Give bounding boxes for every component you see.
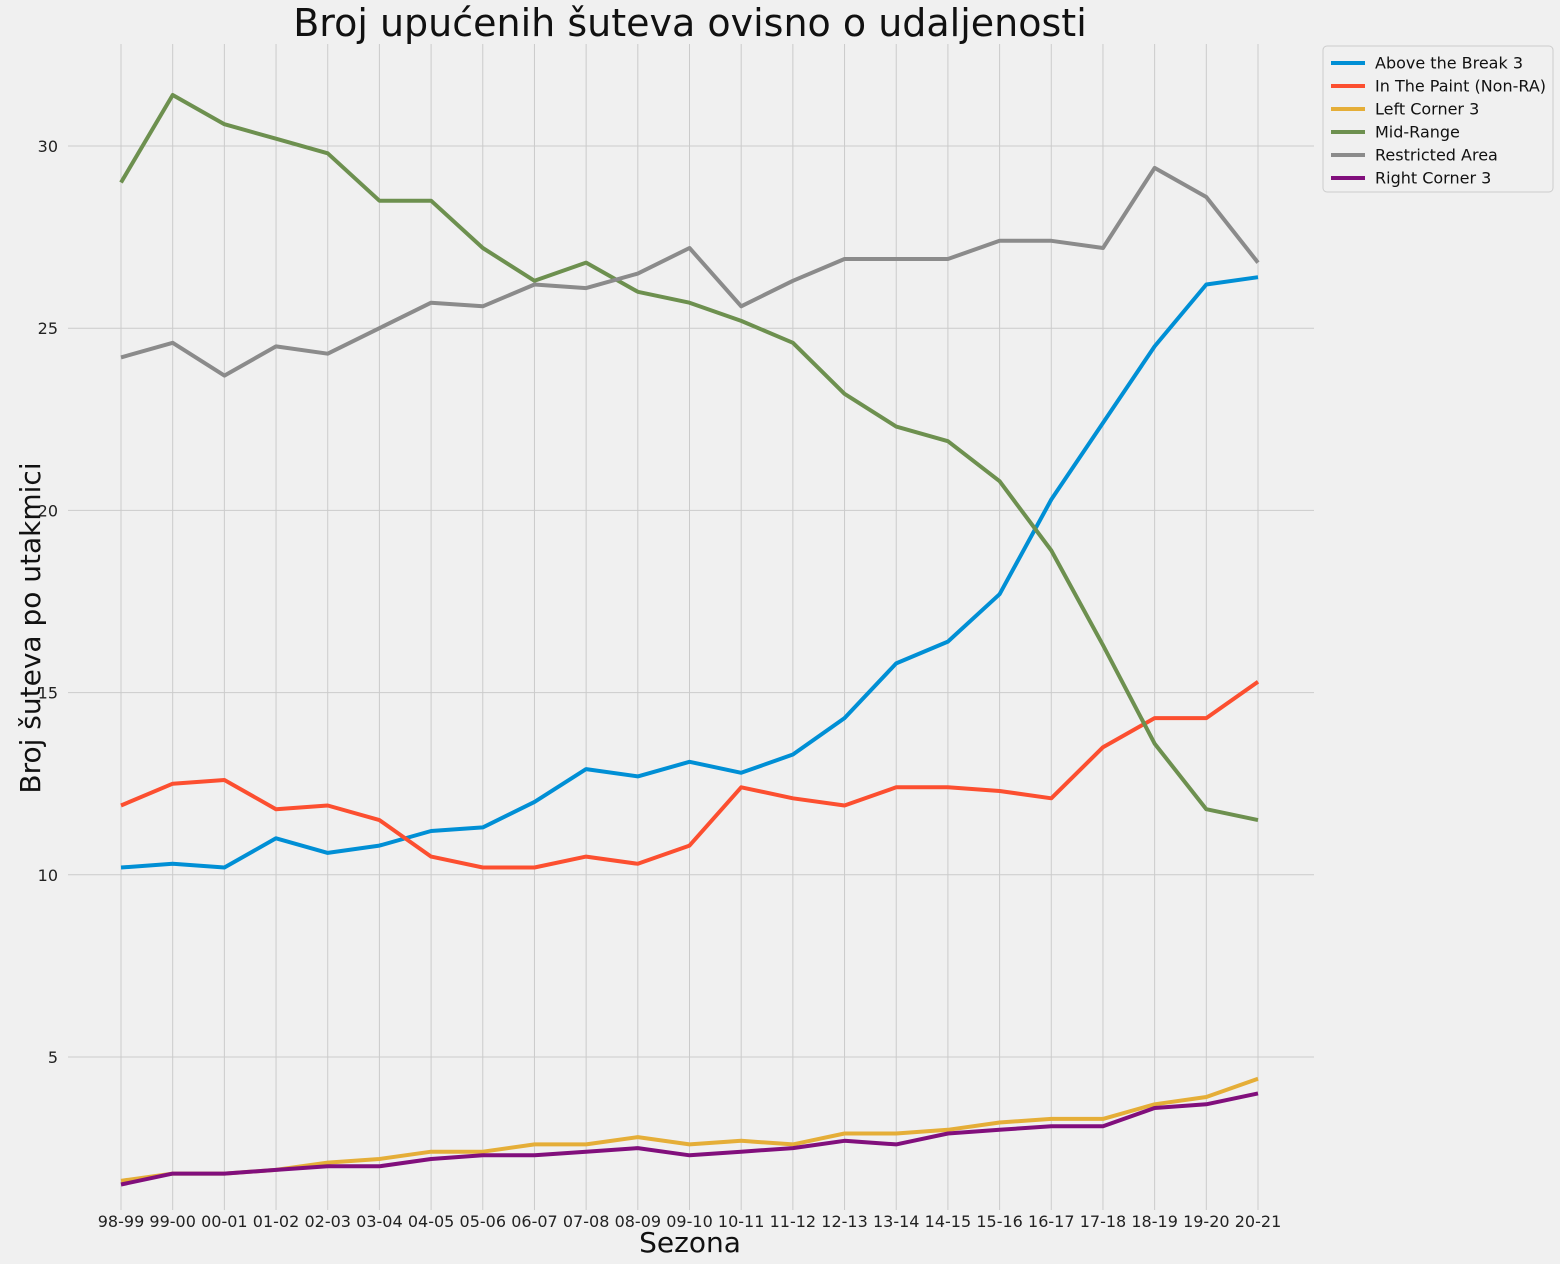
legend-label: Restricted Area xyxy=(1375,146,1498,165)
y-axis-ticks: 5 10 15 20 25 30 xyxy=(38,137,58,1067)
y-tick-label: 15 xyxy=(38,684,58,703)
x-tick-label: 12-13 xyxy=(821,1212,868,1231)
legend-box xyxy=(1322,45,1554,193)
x-tick-label: 98-99 xyxy=(98,1212,145,1231)
x-tick-label: 99-00 xyxy=(149,1212,196,1231)
chart-title: Broj upućenih šuteva ovisno o udaljenost… xyxy=(293,1,1087,45)
x-tick-label: 15-16 xyxy=(976,1212,1023,1231)
y-tick-label: 30 xyxy=(38,137,58,156)
x-tick-label: 06-07 xyxy=(511,1212,558,1231)
y-tick-label: 10 xyxy=(38,866,58,885)
x-tick-label: 00-01 xyxy=(201,1212,248,1231)
grid xyxy=(68,44,1314,1210)
x-tick-label: 05-06 xyxy=(460,1212,507,1231)
series-line-left-corner-3 xyxy=(120,1076,1259,1183)
x-tick-label: 09-10 xyxy=(666,1212,713,1231)
x-tick-label: 10-11 xyxy=(718,1212,765,1231)
x-tick-label: 01-02 xyxy=(253,1212,300,1231)
x-tick-label: 14-15 xyxy=(925,1212,972,1231)
legend-label: Left Corner 3 xyxy=(1375,100,1479,119)
series-line-in-the-paint-non-ra xyxy=(120,680,1260,870)
series-line-mid-range xyxy=(119,93,1259,823)
x-tick-label: 17-18 xyxy=(1080,1212,1127,1231)
y-tick-label: 5 xyxy=(48,1048,58,1067)
legend-label: In The Paint (Non-RA) xyxy=(1375,77,1546,96)
legend-label: Right Corner 3 xyxy=(1375,169,1491,188)
x-tick-label: 11-12 xyxy=(770,1212,817,1231)
legend-label: Above the Break 3 xyxy=(1375,54,1523,73)
x-tick-label: 08-09 xyxy=(615,1212,662,1231)
x-tick-label: 04-05 xyxy=(408,1212,455,1231)
x-tick-label: 20-21 xyxy=(1235,1212,1282,1231)
x-tick-label: 03-04 xyxy=(356,1212,403,1231)
x-tick-label: 16-17 xyxy=(1028,1212,1075,1231)
series-line-restricted-area xyxy=(120,165,1260,378)
legend: Above the Break 3 In The Paint (Non-RA) Le… xyxy=(1322,45,1554,193)
y-axis-label: Broj šuteva po utakmici xyxy=(14,462,47,793)
x-axis-ticks: 98-99 99-00 00-01 01-02 02-03 03-04 04-05 05-06… xyxy=(98,1212,1282,1231)
x-tick-label: 19-20 xyxy=(1183,1212,1230,1231)
series-line-above-the-break-3 xyxy=(120,275,1259,870)
x-axis-label: Sezona xyxy=(639,1226,741,1259)
x-tick-label: 02-03 xyxy=(304,1212,351,1231)
x-tick-label: 07-08 xyxy=(563,1212,610,1231)
x-tick-label: 18-19 xyxy=(1131,1212,1178,1231)
legend-label: Mid-Range xyxy=(1375,123,1460,142)
y-tick-label: 25 xyxy=(38,319,58,338)
y-tick-label: 20 xyxy=(38,501,58,520)
series-line-right-corner-3 xyxy=(120,1091,1259,1187)
series-lines xyxy=(119,93,1260,1187)
x-tick-label: 13-14 xyxy=(873,1212,920,1231)
